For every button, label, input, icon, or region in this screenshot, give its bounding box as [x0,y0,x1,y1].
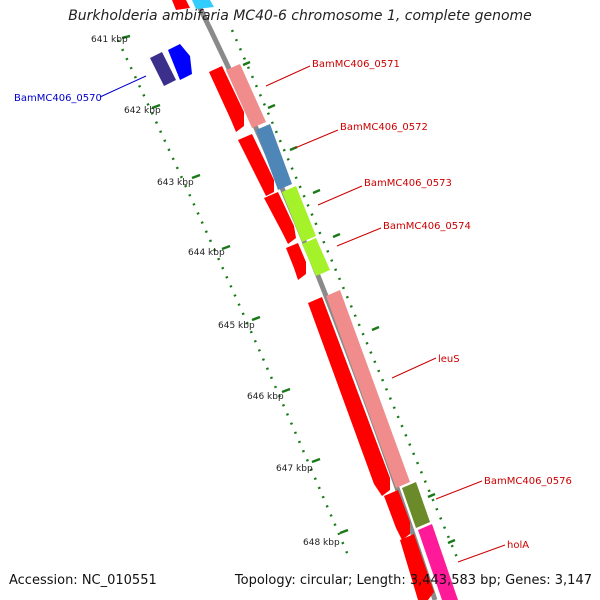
gene-0570-cog[interactable] [150,52,176,86]
tick-mark [447,538,456,545]
gene-0574-cog[interactable] [302,238,330,276]
tick-mark [332,232,341,239]
gene-holA-cds[interactable] [400,534,434,600]
tick-label: 644 kbp [188,248,225,258]
tick-label: 642 kbp [124,106,161,116]
gene-0573-cds[interactable] [264,192,296,244]
leader-lines [99,65,506,563]
tick-mark [191,173,201,180]
tick-label: 645 kbp [218,321,255,331]
tick-label: 641 kbp [91,35,128,45]
top-cyan-feature[interactable] [192,0,214,9]
gene-label-holA[interactable]: holA [507,540,529,551]
leader-0571 [265,65,311,87]
gene-label-0574[interactable]: BamMC406_0574 [383,221,471,232]
gene-leuS-cds[interactable] [308,297,390,496]
leader-leuS [391,357,437,379]
gene-label-0571[interactable]: BamMC406_0571 [312,59,400,70]
leader-0576 [435,480,483,500]
tick-mark [221,244,231,251]
tick-label: 647 kbp [276,464,313,474]
tick-label: 646 kbp [247,392,284,402]
gene-0571-cds[interactable] [209,66,244,132]
tick-mark [121,34,131,40]
tick-ring-inner [116,39,352,561]
outer-ticks [242,60,456,545]
gene-leuS-cog[interactable] [326,290,410,488]
gene-label-0570[interactable]: BamMC406_0570 [14,93,102,104]
tick-label: 643 kbp [157,178,194,188]
leader-holA [457,544,506,563]
tick-mark [371,325,380,332]
gene-label-leuS[interactable]: leuS [438,354,460,365]
tick-mark [312,188,321,195]
gene-label-0572[interactable]: BamMC406_0572 [340,122,428,133]
tick-mark [427,492,436,499]
tick-mark [251,315,261,322]
gene-0572-cds[interactable] [238,134,274,196]
leader-0572 [294,129,339,149]
tick-mark [281,387,291,394]
tick-mark [339,528,349,535]
gene-label-0576[interactable]: BamMC406_0576 [484,476,572,487]
gene-labels: BamMC406_0570 BamMC406_0571 BamMC406_057… [14,59,572,551]
gene-label-0573[interactable]: BamMC406_0573 [364,178,452,189]
gene-0576-cds[interactable] [384,490,410,540]
accession-text: Accession: NC_010551 [9,573,157,588]
leader-0574 [336,227,382,247]
leader-0570 [99,75,147,98]
gene-0572-cog[interactable] [256,124,292,190]
gene-0570-cds[interactable] [168,44,192,80]
leader-0573 [317,185,363,206]
gene-holA-cog[interactable] [418,524,458,600]
gene-0573-cog[interactable] [282,186,316,242]
tick-mark [311,457,321,464]
top-red-feature[interactable] [172,0,190,10]
genome-summary-text: Topology: circular; Length: 3,443,583 bp… [234,573,592,588]
map-title: Burkholderia ambifaria MC40-6 chromosome… [68,8,532,24]
tick-labels: 641 kbp 642 kbp 643 kbp 644 kbp 645 kbp … [91,35,340,548]
tick-mark [242,60,251,67]
gene-0576-cog[interactable] [402,482,430,528]
tick-mark [151,103,161,110]
gene-0571-cog[interactable] [226,64,266,128]
tick-mark [267,103,276,110]
major-ticks [121,34,349,535]
tick-label: 648 kbp [303,538,340,548]
tick-ring-outer [230,29,460,561]
gene-0574-cds[interactable] [286,243,306,280]
